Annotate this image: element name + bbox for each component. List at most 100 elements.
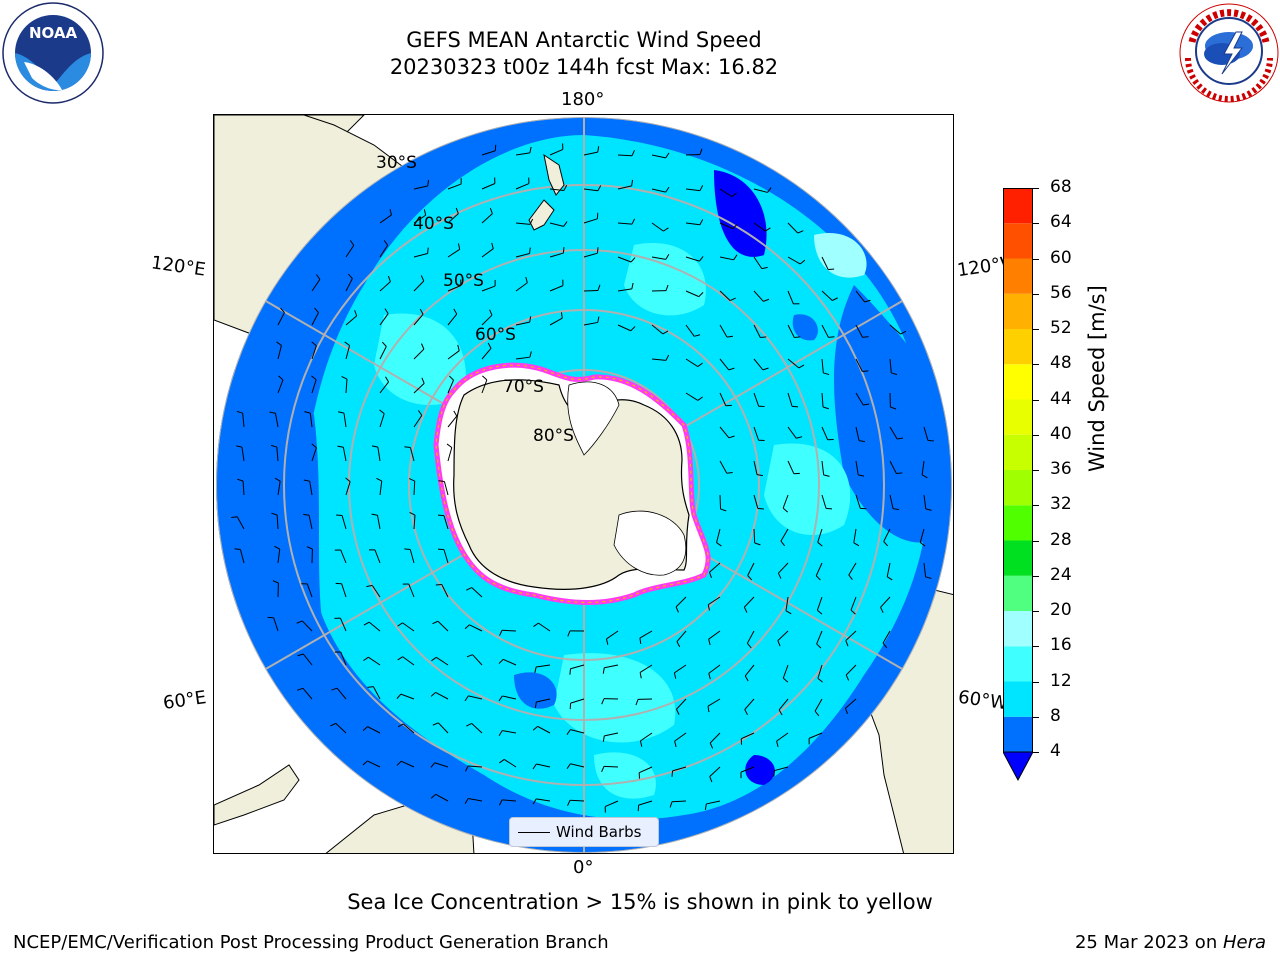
wind-barb-flag	[900, 330, 907, 335]
wind-barb-flag	[498, 695, 503, 702]
colorbar-tick-label: 24	[1050, 564, 1072, 585]
wind-barb-flag	[453, 410, 458, 417]
wind-barb-flag	[276, 341, 282, 346]
wind-barb-flag	[348, 273, 353, 279]
wind-barb	[787, 426, 797, 439]
wind-barb	[311, 447, 317, 462]
wind-barb-flag	[385, 376, 389, 383]
wind-barb	[447, 313, 458, 326]
wind-barb	[441, 584, 449, 598]
wind-barb-flag	[892, 508, 900, 511]
wind-barb-flag	[798, 364, 805, 369]
wind-barb-flag	[799, 259, 806, 265]
colorbar-tick-label: 4	[1050, 741, 1061, 761]
wind-barb-flag	[796, 436, 803, 439]
wind-barb-flag	[754, 542, 761, 546]
wind-barb-flag	[569, 668, 572, 675]
wind-barb-flag	[897, 437, 904, 440]
wind-barb	[570, 698, 585, 704]
wind-barb	[583, 252, 598, 258]
wind-barb	[340, 651, 347, 666]
wind-barb	[413, 214, 426, 224]
wind-barb	[368, 656, 381, 666]
landmass-madagascar	[214, 764, 300, 826]
wind-barb	[923, 562, 927, 577]
wind-barb-flag	[765, 227, 771, 232]
wind-barb	[241, 447, 245, 462]
wind-barb	[685, 222, 700, 226]
wind-barb	[447, 213, 459, 224]
wind-barb	[549, 252, 564, 258]
wind-barb-flag	[673, 672, 677, 679]
lat-label-60s: 60°S	[475, 325, 516, 345]
wind-barb-flag	[430, 692, 436, 697]
wind-barb	[413, 515, 416, 530]
wind-barb	[617, 256, 632, 263]
lat-label-70s: 70°S	[503, 377, 544, 397]
wind-barb	[853, 528, 857, 543]
wind-barb	[603, 765, 619, 768]
wind-barb	[855, 460, 859, 475]
wind-barb	[273, 617, 279, 632]
colorbar-tick-mark	[1033, 540, 1039, 542]
wind-barb-flag	[767, 187, 772, 193]
colorbar-ticks: 4 8 12 16 20 24 28 32 36 40 44 48 52 56 60 64 68	[1033, 177, 1080, 778]
wind-barb	[685, 324, 695, 337]
wind-barb	[443, 481, 449, 496]
wind-barb	[651, 222, 664, 232]
wind-barb-flag	[817, 541, 823, 547]
wind-barb-flag	[630, 326, 636, 332]
wind-barb	[503, 758, 517, 768]
wind-barb	[816, 596, 823, 611]
wind-barb	[345, 345, 351, 360]
colorbar-tick-mark	[1033, 434, 1039, 436]
wind-barb-flag	[773, 770, 775, 777]
wind-barb-flag	[665, 354, 670, 361]
wind-barb-flag	[498, 799, 503, 806]
wind-barb-flag	[699, 219, 704, 225]
wind-barb-flag	[780, 540, 786, 547]
wind-barb	[741, 732, 755, 740]
wind-barb-flag	[639, 740, 643, 747]
colorbar-swatch	[1003, 293, 1033, 329]
wind-barb	[481, 285, 496, 292]
colorbar-tick-mark	[1033, 575, 1039, 577]
wind-barb-flag	[822, 406, 829, 410]
wind-barb	[413, 415, 423, 428]
lon-label-180: 180°	[561, 89, 605, 110]
wind-barb-flag	[566, 763, 571, 770]
wind-barb-flag	[566, 729, 571, 735]
wind-barb-flag	[397, 622, 403, 627]
colorbar-tick-label: 64	[1050, 212, 1072, 233]
wind-barb	[583, 218, 598, 224]
wind-barb-flag	[602, 735, 605, 742]
wind-barb-flag	[744, 675, 749, 682]
wind-barb-flag	[631, 282, 634, 289]
wind-barb	[368, 621, 381, 632]
wind-barb	[469, 624, 483, 632]
wind-barb	[855, 290, 866, 303]
wind-barb	[379, 244, 389, 258]
wind-barb	[515, 356, 530, 360]
wind-barb	[302, 653, 313, 666]
wind-barb	[379, 214, 392, 224]
wind-barb	[889, 324, 901, 335]
wind-barb	[345, 378, 348, 394]
wind-barb-flag	[363, 621, 370, 626]
wind-barb	[821, 494, 827, 509]
wind-barb-flag	[330, 722, 337, 727]
wind-barb-flag	[271, 512, 278, 516]
wind-barb	[787, 324, 795, 338]
wind-barb-flag	[697, 362, 703, 367]
wind-barb	[651, 188, 666, 193]
wind-barb	[342, 447, 347, 462]
wind-barb-flag	[304, 411, 311, 414]
wind-barb-flag	[487, 342, 492, 349]
wind-barb	[311, 345, 317, 360]
lon-label-60w: 60°W	[956, 686, 1009, 715]
wind-barb	[671, 800, 687, 803]
wind-barb-flag	[782, 507, 788, 513]
wind-barb	[481, 213, 493, 224]
wind-barb-flag	[438, 480, 445, 482]
wind-barb	[367, 760, 381, 768]
